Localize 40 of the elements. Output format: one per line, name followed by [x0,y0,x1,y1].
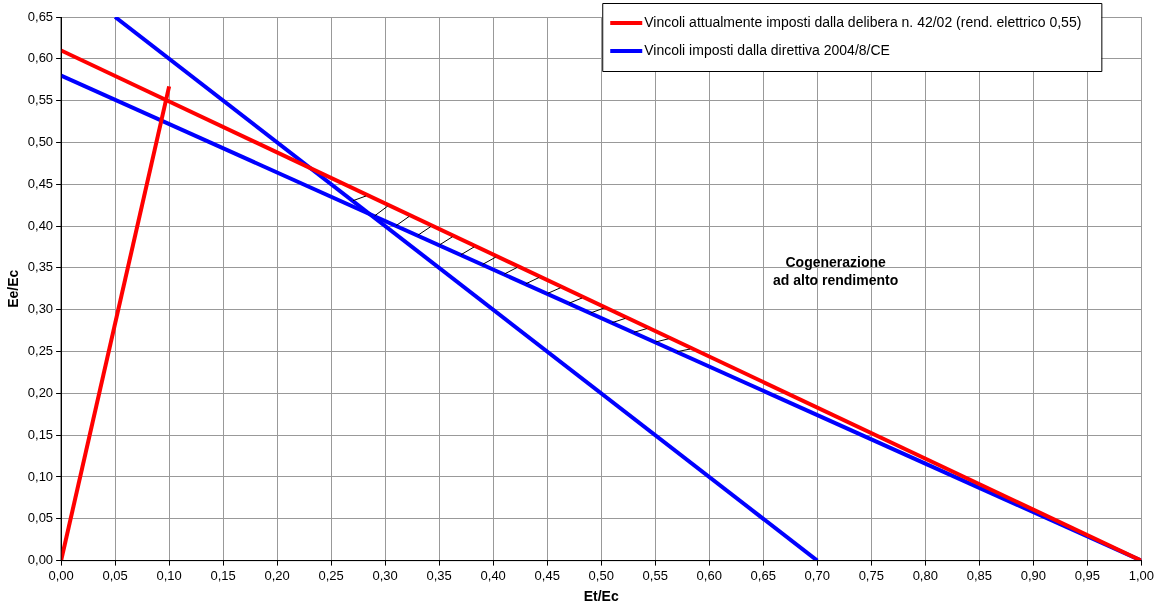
y-tick-label: 0,40 [27,217,54,233]
y-tick-label: 0,55 [27,92,54,108]
x-tick-label: 0,30 [372,567,398,583]
x-axis-title: Et/Ec [583,588,619,605]
y-tick-label: 0,45 [27,175,54,191]
y-tick-label: 0,60 [27,50,54,66]
x-tick-label: 0,55 [642,567,668,583]
y-axis-title: Ee/Ec [5,269,22,308]
x-tick-label: 0,90 [1020,567,1046,583]
x-tick-label: 0,35 [426,567,452,583]
x-tick-label: 0,85 [966,567,992,583]
x-tick-label: 0,10 [156,567,182,583]
x-tick-label: 0,60 [696,567,722,583]
y-tick-label: 0,30 [27,301,54,317]
x-tick-label: 0,75 [858,567,884,583]
x-tick-label: 0,70 [804,567,830,583]
y-tick-label: 0,65 [27,8,54,24]
y-tick-label: 0,05 [27,510,54,526]
x-tick-label: 0,95 [1074,567,1100,583]
y-tick-label: 0,00 [27,552,54,568]
legend-label: Vincoli attualmente imposti dalla delibera n. 42/02 (rend. elettrico 0,55) [644,13,1082,30]
y-tick-label: 0,10 [27,468,54,484]
x-tick-label: 0,00 [48,567,74,583]
y-tick-label: 0,35 [27,259,54,275]
x-tick-label: 0,05 [102,567,128,583]
x-tick-label: 0,45 [534,567,560,583]
y-tick-label: 0,50 [27,134,54,150]
x-tick-label: 0,25 [318,567,344,583]
x-tick-label: 0,20 [264,567,290,583]
x-tick-label: 0,40 [480,567,506,583]
x-tick-label: 0,80 [912,567,938,583]
x-tick-label: 1,00 [1128,567,1155,583]
y-tick-label: 0,25 [27,343,54,359]
x-tick-label: 0,50 [588,567,614,583]
annotation: Cogenerazione ad alto rendimento [773,254,899,289]
legend-label: Vincoli imposti dalla direttiva 2004/8/CE [644,41,890,58]
x-tick-label: 0,65 [750,567,776,583]
x-tick-label: 0,15 [210,567,236,583]
y-tick-label: 0,20 [27,384,54,400]
y-tick-label: 0,15 [27,426,54,442]
